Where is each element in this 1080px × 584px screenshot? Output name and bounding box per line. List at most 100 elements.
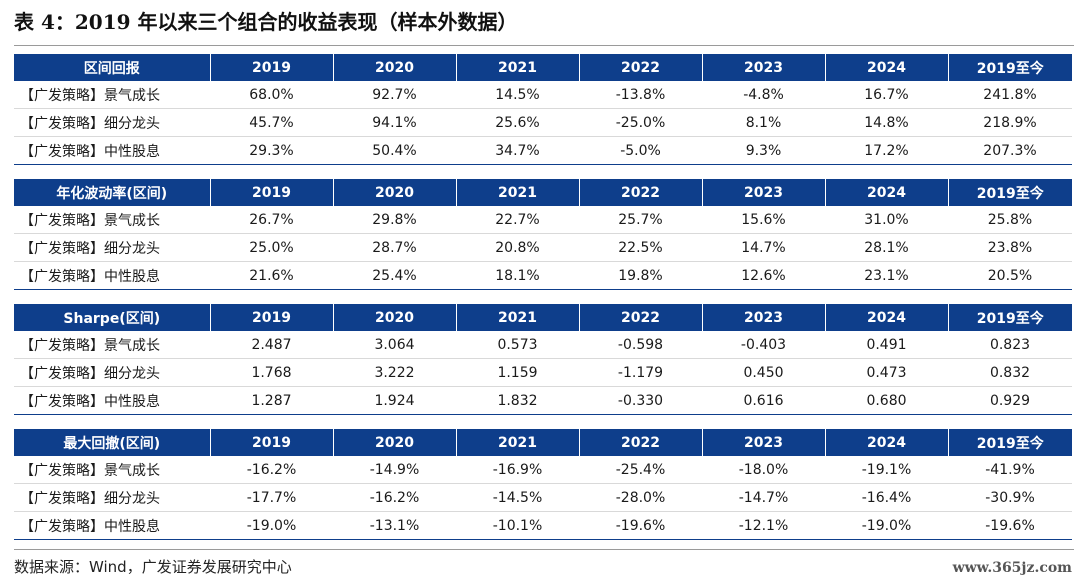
table-cell: -0.598 [579, 331, 702, 359]
column-header: 2023 [701, 179, 825, 206]
portfolio-name: 【广发策略】细分龙头 [14, 483, 210, 512]
table-cell: 1.924 [333, 386, 456, 415]
table-cell: 25.4% [333, 261, 456, 290]
metric-table: Sharpe(区间) 2019 2020 2021 2022 2023 2024 2019至今… [14, 304, 1072, 415]
table-cell: 12.6% [702, 261, 825, 290]
table-row: 【广发策略】景气成长 68.0% 92.7% 14.5% -13.8% -4.8% 16.7… [14, 81, 1072, 109]
table-cell: 18.1% [456, 261, 579, 290]
table-cell: -19.6% [579, 511, 702, 540]
table-cell: -4.8% [702, 81, 825, 109]
table-cell: -19.1% [825, 456, 948, 484]
table-cell: -28.0% [579, 483, 702, 512]
title-divider [14, 45, 1074, 46]
table-cell: 9.3% [702, 136, 825, 165]
table-cell: 23.1% [825, 261, 948, 290]
table-row: 【广发策略】细分龙头 -17.7% -16.2% -14.5% -28.0% -14.7%… [14, 483, 1072, 512]
table-cell: -0.330 [579, 386, 702, 415]
table-cell: -14.5% [456, 483, 579, 512]
table-cell: -30.9% [948, 483, 1072, 512]
metric-header: 年化波动率(区间) [14, 179, 210, 206]
watermark: www.365jz.com [952, 560, 1072, 576]
column-header: 2019 [209, 179, 333, 206]
table-cell: -19.0% [210, 511, 333, 540]
table-cell: 0.823 [948, 331, 1072, 359]
column-header: 2022 [578, 429, 702, 456]
metric-table: 区间回报 2019 2020 2021 2022 2023 2024 2019至今 【广发策略】… [14, 54, 1072, 165]
table-cell: 3.222 [333, 358, 456, 387]
table-cell: 94.1% [333, 108, 456, 137]
table-cell: 25.6% [456, 108, 579, 137]
table-cell: -5.0% [579, 136, 702, 165]
portfolio-name: 【广发策略】中性股息 [14, 511, 210, 540]
table-cell: -19.6% [948, 511, 1072, 540]
portfolio-name: 【广发策略】景气成长 [14, 206, 210, 234]
table-cell: 8.1% [702, 108, 825, 137]
table-cell: 15.6% [702, 206, 825, 234]
returns-tables: 区间回报 2019 2020 2021 2022 2023 2024 2019至今 【广发策略】… [14, 54, 1072, 554]
table-cell: 29.8% [333, 206, 456, 234]
portfolio-name: 【广发策略】细分龙头 [14, 358, 210, 387]
table-row: 【广发策略】中性股息 21.6% 25.4% 18.1% 19.8% 12.6% 23.1%… [14, 261, 1072, 290]
column-header: 2023 [701, 304, 825, 331]
table-cell: 0.573 [456, 331, 579, 359]
table-cell: 14.7% [702, 233, 825, 262]
table-cell: 28.7% [333, 233, 456, 262]
table-cell: 50.4% [333, 136, 456, 165]
table-cell: 19.8% [579, 261, 702, 290]
table-cell: 20.5% [948, 261, 1072, 290]
table-cell: 1.159 [456, 358, 579, 387]
column-header: 2019至今 [947, 54, 1072, 81]
column-header: 2020 [332, 304, 456, 331]
table-header-row: 年化波动率(区间) 2019 2020 2021 2022 2023 2024 2019至今 [14, 179, 1072, 206]
column-header: 2020 [332, 429, 456, 456]
table-cell: 241.8% [948, 81, 1072, 109]
table-cell: -16.2% [210, 456, 333, 484]
table-cell: 68.0% [210, 81, 333, 109]
table-cell: -10.1% [456, 511, 579, 540]
table-row: 【广发策略】景气成长 26.7% 29.8% 22.7% 25.7% 15.6% 31.0%… [14, 206, 1072, 234]
column-header: 2019至今 [947, 429, 1072, 456]
column-header: 2024 [824, 179, 948, 206]
table-cell: -13.1% [333, 511, 456, 540]
table-cell: 0.929 [948, 386, 1072, 415]
table-cell: -14.7% [702, 483, 825, 512]
table-cell: 0.491 [825, 331, 948, 359]
page-title: 表 4：2019 年以来三个组合的收益表现（样本外数据） [14, 10, 518, 34]
column-header: 2023 [701, 54, 825, 81]
table-cell: 22.7% [456, 206, 579, 234]
portfolio-name: 【广发策略】中性股息 [14, 136, 210, 165]
table-cell: 0.680 [825, 386, 948, 415]
column-header: 2019 [209, 429, 333, 456]
table-cell: 218.9% [948, 108, 1072, 137]
column-header: 2019 [209, 304, 333, 331]
table-cell: 92.7% [333, 81, 456, 109]
table-header-row: Sharpe(区间) 2019 2020 2021 2022 2023 2024 2019至今 [14, 304, 1072, 331]
table-cell: 34.7% [456, 136, 579, 165]
table-cell: 25.0% [210, 233, 333, 262]
table-cell: 1.768 [210, 358, 333, 387]
column-header: 2022 [578, 54, 702, 81]
table-cell: 25.8% [948, 206, 1072, 234]
column-header: 2021 [455, 54, 579, 81]
portfolio-name: 【广发策略】景气成长 [14, 331, 210, 359]
table-cell: -16.4% [825, 483, 948, 512]
table-cell: 16.7% [825, 81, 948, 109]
table-cell: 207.3% [948, 136, 1072, 165]
portfolio-name: 【广发策略】中性股息 [14, 386, 210, 415]
metric-table: 最大回撤(区间) 2019 2020 2021 2022 2023 2024 2019至今 【广… [14, 429, 1072, 540]
table-cell: 14.5% [456, 81, 579, 109]
table-row: 【广发策略】中性股息 -19.0% -13.1% -10.1% -19.6% -12.1%… [14, 511, 1072, 540]
metric-header: Sharpe(区间) [14, 304, 210, 331]
column-header: 2020 [332, 54, 456, 81]
portfolio-name: 【广发策略】景气成长 [14, 81, 210, 109]
table-row: 【广发策略】细分龙头 25.0% 28.7% 20.8% 22.5% 14.7% 28.1%… [14, 233, 1072, 262]
column-header: 2021 [455, 179, 579, 206]
table-cell: -19.0% [825, 511, 948, 540]
table-cell: 0.473 [825, 358, 948, 387]
column-header: 2021 [455, 429, 579, 456]
table-cell: 21.6% [210, 261, 333, 290]
column-header: 2020 [332, 179, 456, 206]
table-cell: -16.2% [333, 483, 456, 512]
table-cell: -41.9% [948, 456, 1072, 484]
table-cell: 3.064 [333, 331, 456, 359]
